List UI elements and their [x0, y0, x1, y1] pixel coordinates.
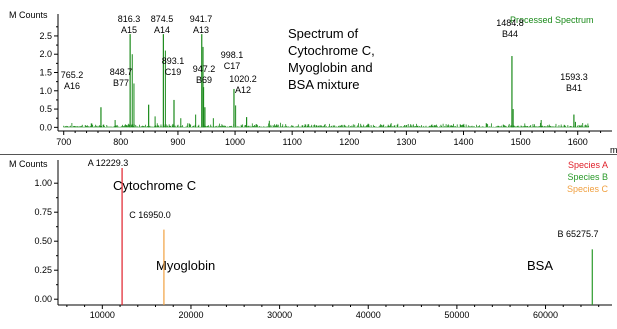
bottom-x-tick-label: 60000 [533, 310, 558, 320]
top-peak-mass-label: 1484.8 [496, 18, 524, 28]
top-x-tick-label: 1400 [453, 137, 473, 147]
top-title-line-3: Myoglobin and [288, 60, 373, 75]
top-x-tick-label: 1000 [225, 137, 245, 147]
legend-species-a: Species A [568, 160, 608, 170]
bottom-x-tick-label: 40000 [356, 310, 381, 320]
top-title-line-4: BSA mixture [288, 77, 360, 92]
top-peak-ion-label: A16 [64, 81, 80, 91]
bottom-x-tick-label: 50000 [444, 310, 469, 320]
bottom-peak-label: C 16950.0 [129, 210, 171, 220]
legend-species-b: Species B [567, 172, 608, 182]
top-x-tick-label: 900 [170, 137, 185, 147]
top-peak-ion-label: A14 [154, 25, 170, 35]
top-x-tick-label: 1300 [396, 137, 416, 147]
top-title-line-2: Cytochrome C, [288, 43, 375, 58]
top-x-tick-label: 1200 [339, 137, 359, 147]
top-peak-mass-label: 874.5 [151, 14, 174, 24]
top-peak-mass-label: 947.2 [193, 64, 216, 74]
top-x-tick-label: 700 [56, 137, 71, 147]
top-peak-mass-label: 765.2 [61, 70, 84, 80]
bottom-y-tick-label: 0.25 [34, 265, 52, 275]
top-title: Spectrum of Cytochrome C, Myoglobin and … [288, 26, 375, 92]
bottom-peak-label: B 65275.7 [557, 229, 598, 239]
top-x-tick-label: 1500 [511, 137, 531, 147]
top-peak-mass-label: 893.1 [162, 56, 185, 66]
top-peak-mass-label: 941.7 [190, 14, 213, 24]
top-peak-ion-label: B77 [113, 78, 129, 88]
top-y-tick-label: 2.5 [39, 31, 52, 41]
top-xlabel: m [610, 145, 617, 155]
top-ylabel: M Counts [9, 10, 48, 20]
top-peak-mass-label: 1593.3 [560, 72, 588, 82]
top-title-line-1: Spectrum of [288, 26, 358, 41]
top-peak-mass-label: 1020.2 [229, 74, 257, 84]
top-y-tick-label: 0.5 [39, 104, 52, 114]
top-peak-mass-label: 816.3 [118, 14, 141, 24]
top-peak-ion-label: A13 [193, 25, 209, 35]
annotation-bsa: BSA [527, 258, 553, 273]
top-y-tick-label: 1.0 [39, 86, 52, 96]
top-x-tick-label: 1600 [568, 137, 588, 147]
bottom-y-tick-label: 0.50 [34, 236, 52, 246]
top-peak-ion-label: B69 [196, 75, 212, 85]
bottom-x-tick-label: 20000 [178, 310, 203, 320]
top-peak-ion-label: C17 [224, 61, 241, 71]
top-peak-ion-label: A12 [235, 85, 251, 95]
bottom-peak-label: A 12229.3 [88, 158, 129, 168]
bottom-y-tick-label: 0.75 [34, 207, 52, 217]
bottom-y-tick-label: 1.00 [34, 178, 52, 188]
annotation-cytochrome-c: Cytochrome C [113, 178, 196, 193]
bottom-x-tick-label: 10000 [90, 310, 115, 320]
bottom-y-tick-label: 0.00 [34, 294, 52, 304]
bottom-plot: 0.00 0.25 0.50 0.75 1.00 10000 20000 30000 40000… [34, 158, 612, 320]
bottom-ylabel: M Counts [9, 159, 48, 169]
top-x-tick-label: 1100 [282, 137, 301, 147]
annotation-myoglobin: Myoglobin [156, 258, 215, 273]
top-peak-ion-label: C19 [165, 67, 182, 77]
top-x-tick-label: 800 [113, 137, 128, 147]
top-peak-ion-label: A15 [121, 25, 137, 35]
top-y-tick-label: 1.5 [39, 68, 52, 78]
top-peak-mass-label: 998.1 [221, 50, 244, 60]
top-peak-ion-label: B44 [502, 29, 518, 39]
top-y-tick-label: 2.0 [39, 49, 52, 59]
top-y-tick-label: 0.0 [39, 122, 52, 132]
top-legend-processed: Processed Spectrum [510, 15, 594, 25]
top-peak-mass-label: 848.7 [110, 67, 133, 77]
bottom-x-tick-label: 30000 [267, 310, 292, 320]
top-plot: 0.0 0.5 1.0 1.5 2.0 2.5 700 800 900 1000 1100 1200 1… [39, 14, 612, 147]
legend-species-c: Species C [567, 184, 609, 194]
top-peak-ion-label: B41 [566, 83, 582, 93]
